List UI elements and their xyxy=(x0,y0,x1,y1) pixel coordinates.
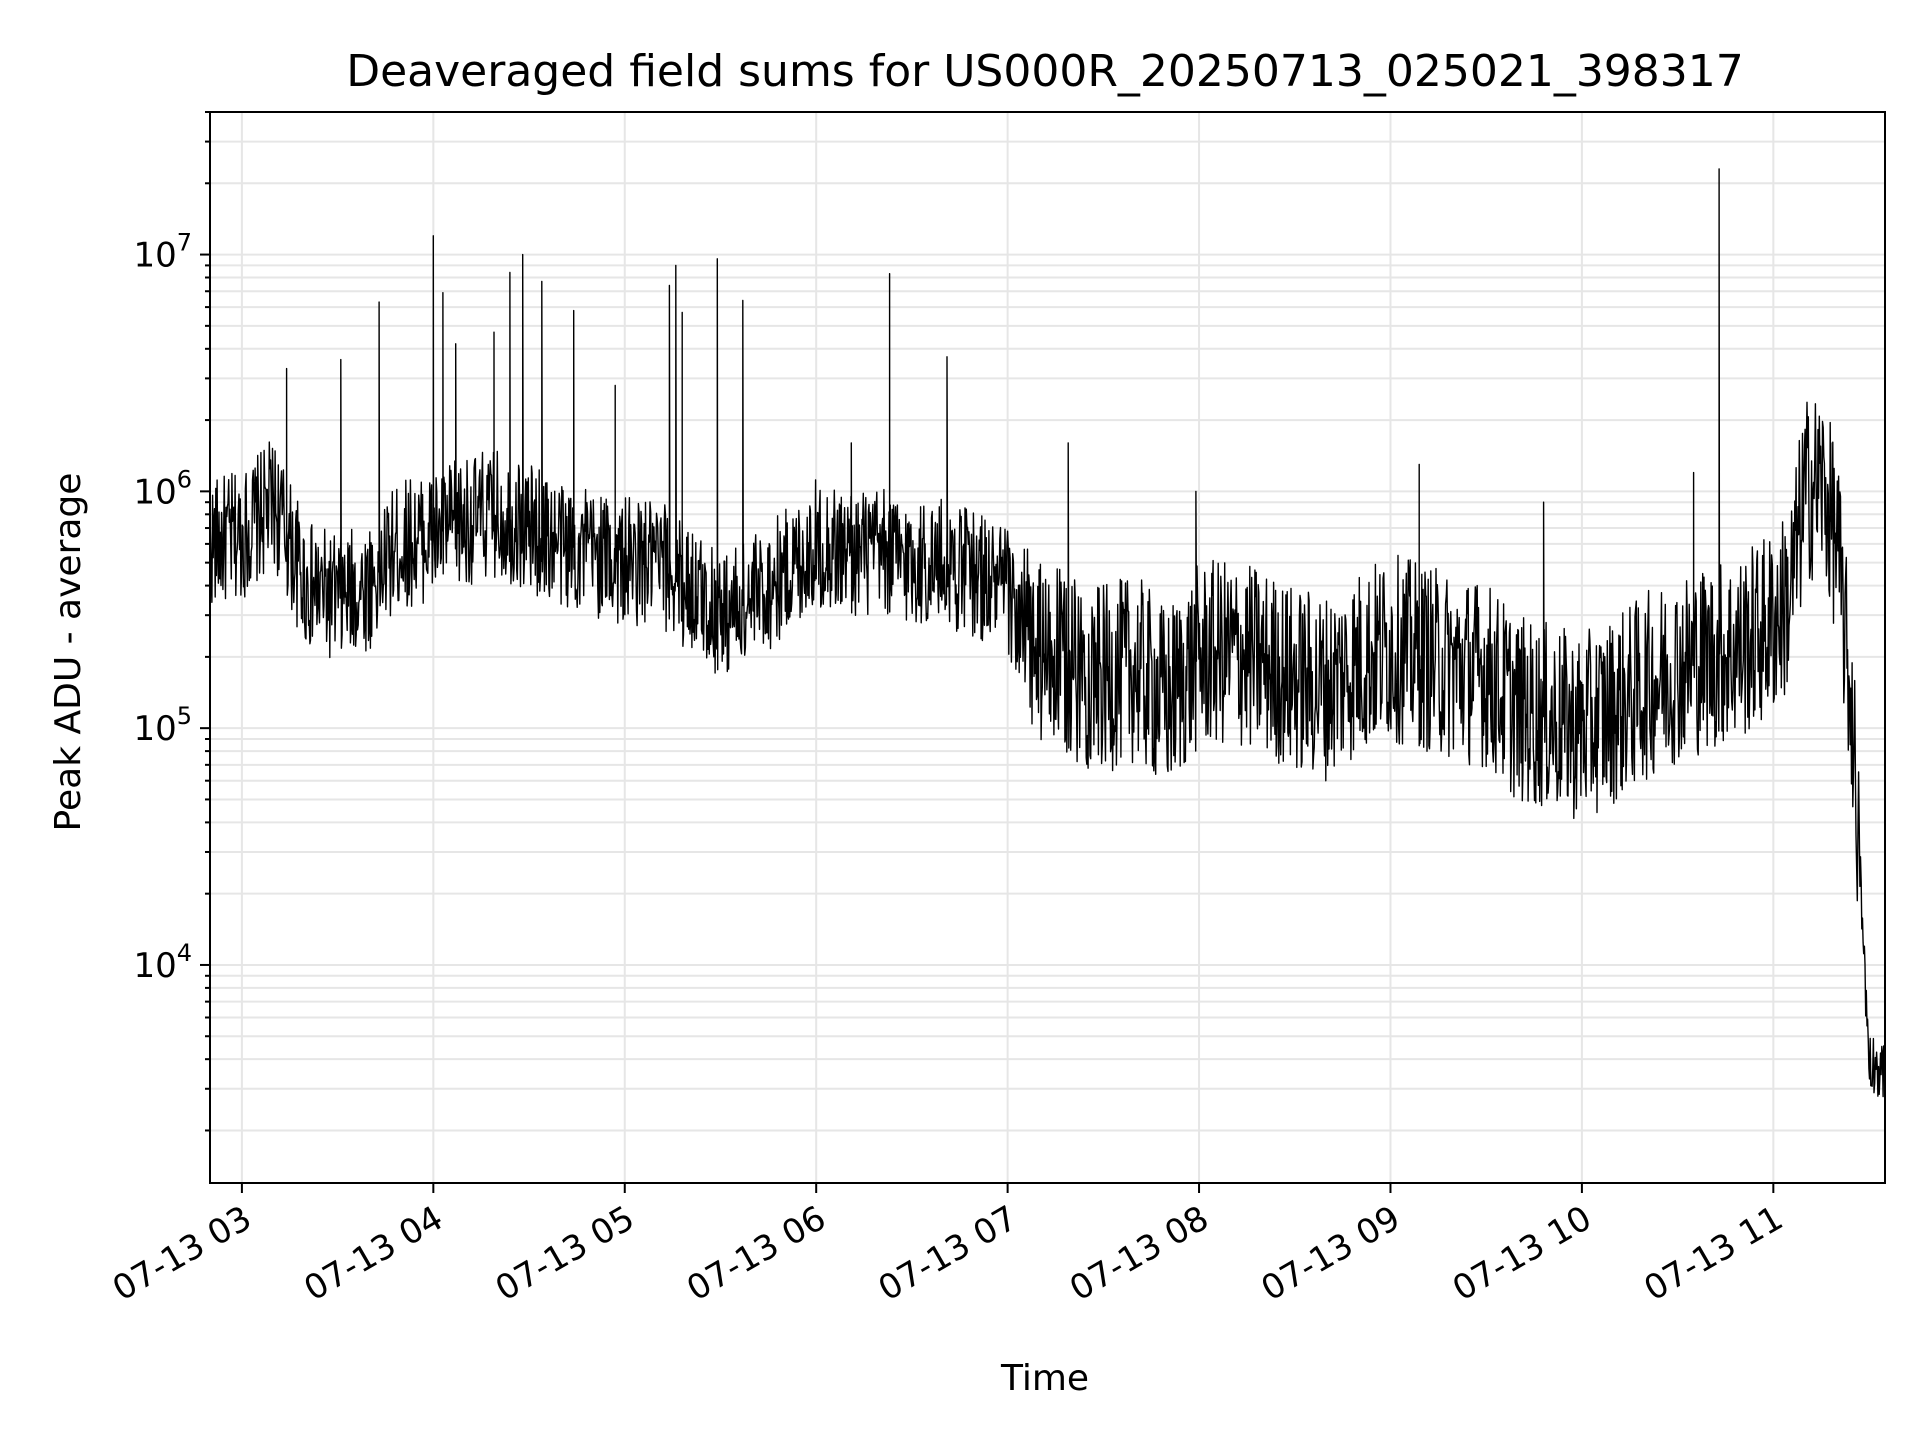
x-tick-label: 07-13 04 xyxy=(297,1198,449,1309)
y-tick-label: 107 xyxy=(133,229,192,276)
y-tick-label: 104 xyxy=(133,939,192,986)
y-axis-title: Peak ADU - average xyxy=(48,473,89,832)
y-axis: 104 105 106 107 xyxy=(133,111,210,1132)
plot-frame xyxy=(209,111,1886,1184)
x-tick-label: 07-13 07 xyxy=(872,1198,1024,1309)
x-axis-title: Time xyxy=(1000,1358,1089,1399)
x-tick-label: 07-13 10 xyxy=(1446,1198,1598,1309)
x-axis: 07-13 03 07-13 04 07-13 05 07-13 06 07-13 07… xyxy=(106,1183,1790,1309)
y-tick-label: 105 xyxy=(133,702,192,749)
x-tick-label: 07-13 11 xyxy=(1637,1198,1789,1309)
x-tick-label: 07-13 03 xyxy=(106,1198,258,1309)
series-line xyxy=(209,168,1886,1098)
plot-area xyxy=(209,168,1886,1098)
x-tick-label: 07-13 09 xyxy=(1255,1198,1407,1309)
x-tick-label: 07-13 05 xyxy=(489,1198,641,1309)
x-tick-label: 07-13 06 xyxy=(680,1198,832,1309)
x-tick-label: 07-13 08 xyxy=(1063,1198,1215,1309)
y-tick-label: 106 xyxy=(133,465,192,512)
chart-title: Deaveraged field sums for US000R_2025071… xyxy=(346,46,1744,97)
